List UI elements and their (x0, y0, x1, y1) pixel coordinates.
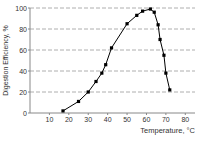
data-point (94, 80, 97, 83)
x-tick-label: 10 (46, 116, 54, 123)
y-tick-label: 20 (19, 89, 27, 96)
data-point (168, 88, 171, 91)
x-tick-label: 70 (162, 116, 170, 123)
grid-line (30, 50, 195, 51)
y-tick-label: 60 (19, 47, 27, 54)
grid-line (30, 71, 195, 72)
y-tick-label: 40 (19, 68, 27, 75)
grid-line (30, 29, 195, 30)
data-point (100, 72, 103, 75)
chart-svg: 0 20 40 60 80 100 10 20 30 40 50 60 70 80 Temperature,… (0, 0, 201, 141)
data-point (77, 100, 80, 103)
data-point (153, 11, 156, 14)
x-axis (30, 113, 195, 114)
data-point (104, 63, 107, 66)
x-axis-label: Temperature, °C (140, 126, 195, 135)
data-line (63, 9, 170, 111)
data-point (125, 22, 128, 25)
y-tick-label: 0 (23, 110, 27, 117)
data-point (162, 54, 165, 57)
data-point (149, 7, 152, 10)
x-tick-label: 20 (65, 116, 73, 123)
data-point (158, 38, 161, 41)
data-point (110, 46, 113, 49)
chart-container: 0 20 40 60 80 100 10 20 30 40 50 60 70 80 Temperature,… (0, 0, 201, 141)
data-point (87, 90, 90, 93)
data-point (135, 14, 138, 17)
data-point (61, 109, 64, 112)
data-point (157, 23, 160, 26)
y-axis-label: Digestion Efficiency, % (2, 25, 10, 96)
data-point (141, 10, 144, 13)
grid-line (30, 8, 195, 9)
y-axis (30, 8, 31, 113)
data-point (164, 72, 167, 75)
x-tick-label: 30 (84, 116, 92, 123)
y-tick-label: 100 (15, 5, 27, 12)
x-tick-label: 80 (181, 116, 189, 123)
x-tick-label: 60 (143, 116, 151, 123)
x-tick-label: 50 (123, 116, 131, 123)
plot-area (61, 7, 171, 112)
grid-line (30, 92, 195, 93)
y-tick-label: 80 (19, 26, 27, 33)
x-tick-label: 40 (104, 116, 112, 123)
